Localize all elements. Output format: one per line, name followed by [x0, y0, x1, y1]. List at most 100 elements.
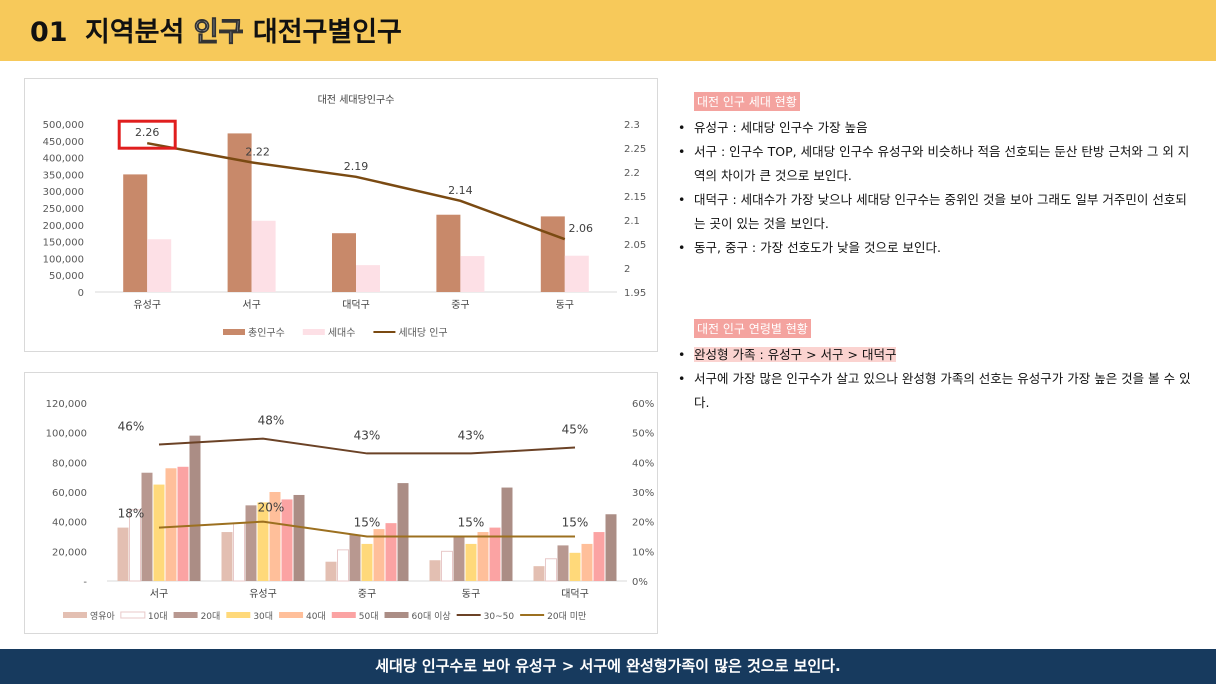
y2-tick-label: 2.2	[624, 168, 640, 179]
series-line	[158, 437, 576, 455]
y-tick-label: 200,000	[43, 221, 84, 232]
y2-tick-label: 20%	[632, 518, 654, 529]
legend-label: 30대	[253, 611, 273, 622]
legend-swatch	[120, 611, 146, 619]
legend-label: 영유아	[90, 611, 116, 622]
household-notes-list: 유성구 : 세대당 인구수 가장 높음 서구 : 인구수 TOP, 세대당 인구…	[676, 116, 1196, 260]
age-chart-panel: - 20,000 40,000 60,000 80,000 100,000 120,000 0…	[24, 372, 658, 634]
y2-tick-label: 2.1	[624, 216, 640, 227]
bar-7	[605, 514, 617, 581]
header-bar: 01 지역분석 인구 대전구별인구	[0, 0, 1216, 61]
bar-3	[349, 535, 361, 581]
x-tick-label: 중구	[451, 299, 469, 311]
y2-tick-label: 2.25	[624, 144, 646, 155]
bar-4	[153, 484, 165, 581]
legend-swatch	[173, 612, 198, 618]
household-chart-panel: 대전 세대당인구수 0 50,000 100,000 150,000 200,000 250…	[24, 78, 658, 352]
bar-5	[269, 492, 281, 581]
footer-bar: 세대당 인구수로 보아 유성구 > 서구에 완성형가족이 많은 것으로 보인다.	[0, 649, 1216, 684]
highlight-box	[117, 119, 177, 150]
y-tick-label: 500,000	[43, 120, 84, 131]
bar-2	[251, 220, 276, 292]
bar-5	[477, 532, 489, 581]
data-label: 15%	[458, 516, 485, 530]
y2-tick-label: 60%	[632, 399, 654, 410]
y2-tick-label: 2.15	[624, 192, 646, 203]
data-label: 45%	[562, 423, 589, 437]
y-tick-label: 100,000	[43, 254, 84, 265]
x-tick-label: 대덕구	[561, 588, 589, 600]
bar-6	[489, 527, 501, 581]
legend-label: 50대	[359, 611, 379, 622]
list-item: 완성형 가족 : 유성구 > 서구 > 대덕구	[676, 343, 1196, 367]
x-tick-label: 서구	[150, 588, 168, 600]
title-rest: 대전구별인구	[252, 17, 402, 48]
legend-label: 20대	[201, 611, 221, 622]
section-number: 01	[30, 17, 68, 48]
list-item: 유성구 : 세대당 인구수 가장 높음	[676, 116, 1196, 140]
y2-tick-label: 1.95	[624, 288, 646, 299]
legend-label: 20대 미만	[547, 611, 586, 622]
section-title-age: 대전 인구 연령별 현황	[694, 319, 811, 338]
bar-7	[189, 435, 201, 581]
bar-1	[332, 233, 356, 292]
series-line	[158, 520, 575, 538]
x-tick-label: 동구	[462, 588, 480, 600]
y2-tick-label: 2.05	[624, 240, 646, 251]
bar-2	[545, 558, 557, 582]
x-tick-label: 중구	[358, 588, 376, 600]
y-tick-label: 120,000	[46, 399, 87, 410]
y-tick-label: 50,000	[49, 271, 84, 282]
legend-swatch	[63, 612, 87, 618]
x-tick-label: 유성구	[133, 299, 161, 311]
bar-2	[129, 509, 141, 582]
data-label: 46%	[118, 420, 145, 434]
bar-1	[325, 561, 337, 581]
bar-4	[361, 543, 373, 581]
bar-4	[257, 502, 269, 581]
title-highlight: 인구	[193, 17, 244, 49]
bar-7	[501, 487, 513, 581]
y-tick-label: 100,000	[46, 429, 87, 440]
legend-label: 40대	[306, 611, 326, 622]
y-tick-label: 450,000	[43, 137, 84, 148]
data-label: 18%	[118, 507, 145, 521]
bar-1	[429, 560, 441, 581]
page-title: 01 지역분석 인구 대전구별인구	[30, 10, 402, 49]
legend-swatch	[384, 612, 409, 618]
data-label: 2.19	[344, 160, 369, 173]
x-tick-label: 서구	[242, 299, 260, 311]
bar-7	[397, 483, 409, 581]
bar-5	[373, 529, 385, 581]
bar-2	[337, 549, 349, 582]
age-notes-list: 완성형 가족 : 유성구 > 서구 > 대덕구 서구에 가장 많은 인구수가 살…	[676, 343, 1196, 415]
x-tick-label: 대덕구	[342, 299, 370, 311]
highlighted-note: 완성형 가족 : 유성구 > 서구 > 대덕구	[694, 347, 897, 362]
bar-1	[221, 532, 233, 581]
list-item: 서구에 가장 많은 인구수가 살고 있으나 완성형 가족의 선호는 유성구가 가…	[676, 367, 1196, 415]
legend-swatch	[279, 612, 304, 618]
y2-tick-label: 10%	[632, 547, 654, 558]
y-tick-label: 400,000	[43, 154, 84, 165]
chart-title: 대전 세대당인구수	[318, 94, 395, 106]
section-title-household: 대전 인구 세대 현황	[694, 92, 800, 111]
y-tick-label: 150,000	[43, 238, 84, 249]
bar-3	[141, 472, 153, 581]
bar-2	[564, 255, 589, 292]
legend-swatch	[226, 612, 251, 618]
bar-6	[281, 499, 293, 581]
y2-tick-label: 2.3	[624, 120, 640, 131]
notes-section-age: 대전 인구 연령별 현황 완성형 가족 : 유성구 > 서구 > 대덕구 서구에…	[676, 319, 1196, 415]
bar-3	[453, 536, 465, 581]
bar-4	[465, 543, 477, 581]
bar-7	[293, 494, 305, 581]
bar-1	[533, 566, 545, 581]
data-label: 15%	[354, 516, 381, 530]
bar-6	[177, 466, 189, 581]
data-label: 43%	[354, 428, 381, 442]
y2-tick-label: 40%	[632, 458, 654, 469]
legend-swatch	[223, 329, 245, 335]
bar-5	[581, 543, 593, 581]
title-main: 지역분석	[84, 17, 185, 48]
y-tick-label: 0	[78, 288, 84, 299]
